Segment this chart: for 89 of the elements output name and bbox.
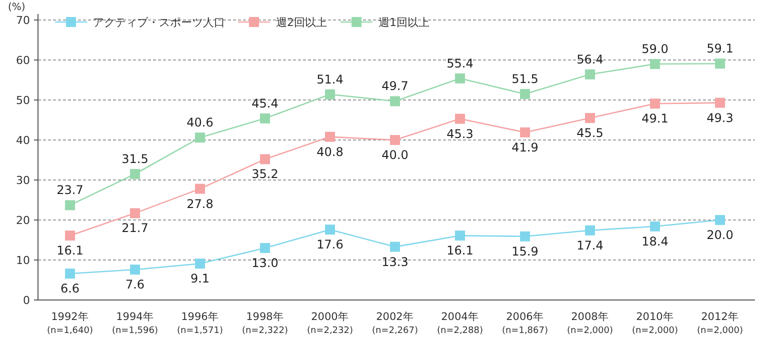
data-label: 59.1 [706,42,734,56]
data-label: 51.5 [512,72,538,86]
point [260,243,270,253]
point [650,221,660,232]
legend-label: 週1回以上 [378,16,430,29]
data-label: 17.4 [576,238,604,252]
point [585,69,595,80]
data-label: 17.6 [316,238,344,252]
data-label: 6.6 [60,282,80,296]
data-label: 13.0 [252,256,278,270]
point [195,258,205,269]
x-tick-label: 2012年 (n=2,000) [696,311,744,336]
data-label: 31.5 [122,152,148,166]
data-label: 56.4 [576,52,604,66]
data-label: 20.0 [706,228,734,242]
point [130,169,140,179]
data-label: 40.6 [186,116,214,130]
y-tick-label: 40 [16,134,30,147]
x-tick-label: 1998年 (n=2,322) [242,311,288,336]
x-tick-label: 2006年 (n=1,867) [502,311,548,336]
x-tick-label: 2010年 (n=2,000) [632,311,678,336]
point [260,154,270,164]
point [325,224,335,235]
y-tick-label: 70 [16,14,30,27]
point [65,200,75,210]
legend-label: アクティブ・スポーツ人口 [93,16,225,29]
point [195,132,205,143]
point [130,208,140,218]
point [390,135,400,145]
x-tick-label: 1996年 (n=1,571) [176,311,224,336]
data-label: 49.1 [642,112,668,126]
y-tick-label: 20 [16,214,30,227]
data-label: 41.9 [512,140,538,154]
data-label: 45.5 [576,126,604,140]
y-axis-title: (%) [8,2,26,13]
y-tick-label: 30 [16,174,30,187]
x-tick-label: 2000年 (n=2,232) [306,311,354,336]
data-label: 18.4 [642,234,668,248]
data-label: 55.4 [446,56,474,70]
point [390,96,400,106]
data-label: 51.4 [316,72,344,86]
data-label: 21.7 [122,221,148,236]
point [650,59,660,69]
y-tick-label: 50 [16,94,30,107]
point [715,98,725,108]
point [195,184,205,194]
x-tick-label: 1994年 (n=1,596) [112,311,158,336]
legend-label: 週2回以上 [276,16,327,29]
x-tick-label: 2004年 (n=2,288) [436,311,484,336]
x-tick-label: 2002年 (n=2,267) [372,311,418,336]
point [455,114,465,124]
data-label: 40.8 [316,144,344,159]
point [65,230,75,241]
point [455,73,465,84]
data-label: 7.6 [125,278,145,292]
data-label: 16.1 [56,244,84,258]
point [715,215,725,225]
point [520,89,530,99]
point [585,113,595,123]
point [260,113,270,124]
data-label: 40.0 [382,148,408,162]
point [520,127,530,138]
y-tick-label: 0 [23,294,30,307]
point [130,264,140,275]
data-label: 23.7 [56,183,84,198]
data-label: 13.3 [382,254,408,269]
data-label: 27.8 [186,196,214,211]
point [650,98,660,109]
data-label: 35.2 [252,167,278,182]
point [585,225,595,236]
data-label: 49.7 [382,79,408,94]
y-tick-label: 10 [16,254,30,267]
point [715,58,725,69]
data-label: 45.3 [446,126,474,141]
point [520,231,530,242]
point [455,230,465,241]
data-label: 45.4 [252,96,278,110]
y-tick-label: 60 [16,54,30,67]
data-label: 9.1 [190,272,210,286]
x-tick-label: 1992年 (n=1,640) [46,311,94,336]
data-label: 15.9 [512,244,538,258]
point [65,268,75,279]
point [325,132,335,142]
x-tick-label: 2008年 (n=2,000) [566,311,614,336]
data-label: 49.3 [706,110,734,125]
point [390,242,400,252]
point [325,89,335,100]
data-label: 59.0 [642,42,668,56]
data-label: 16.1 [446,244,474,258]
